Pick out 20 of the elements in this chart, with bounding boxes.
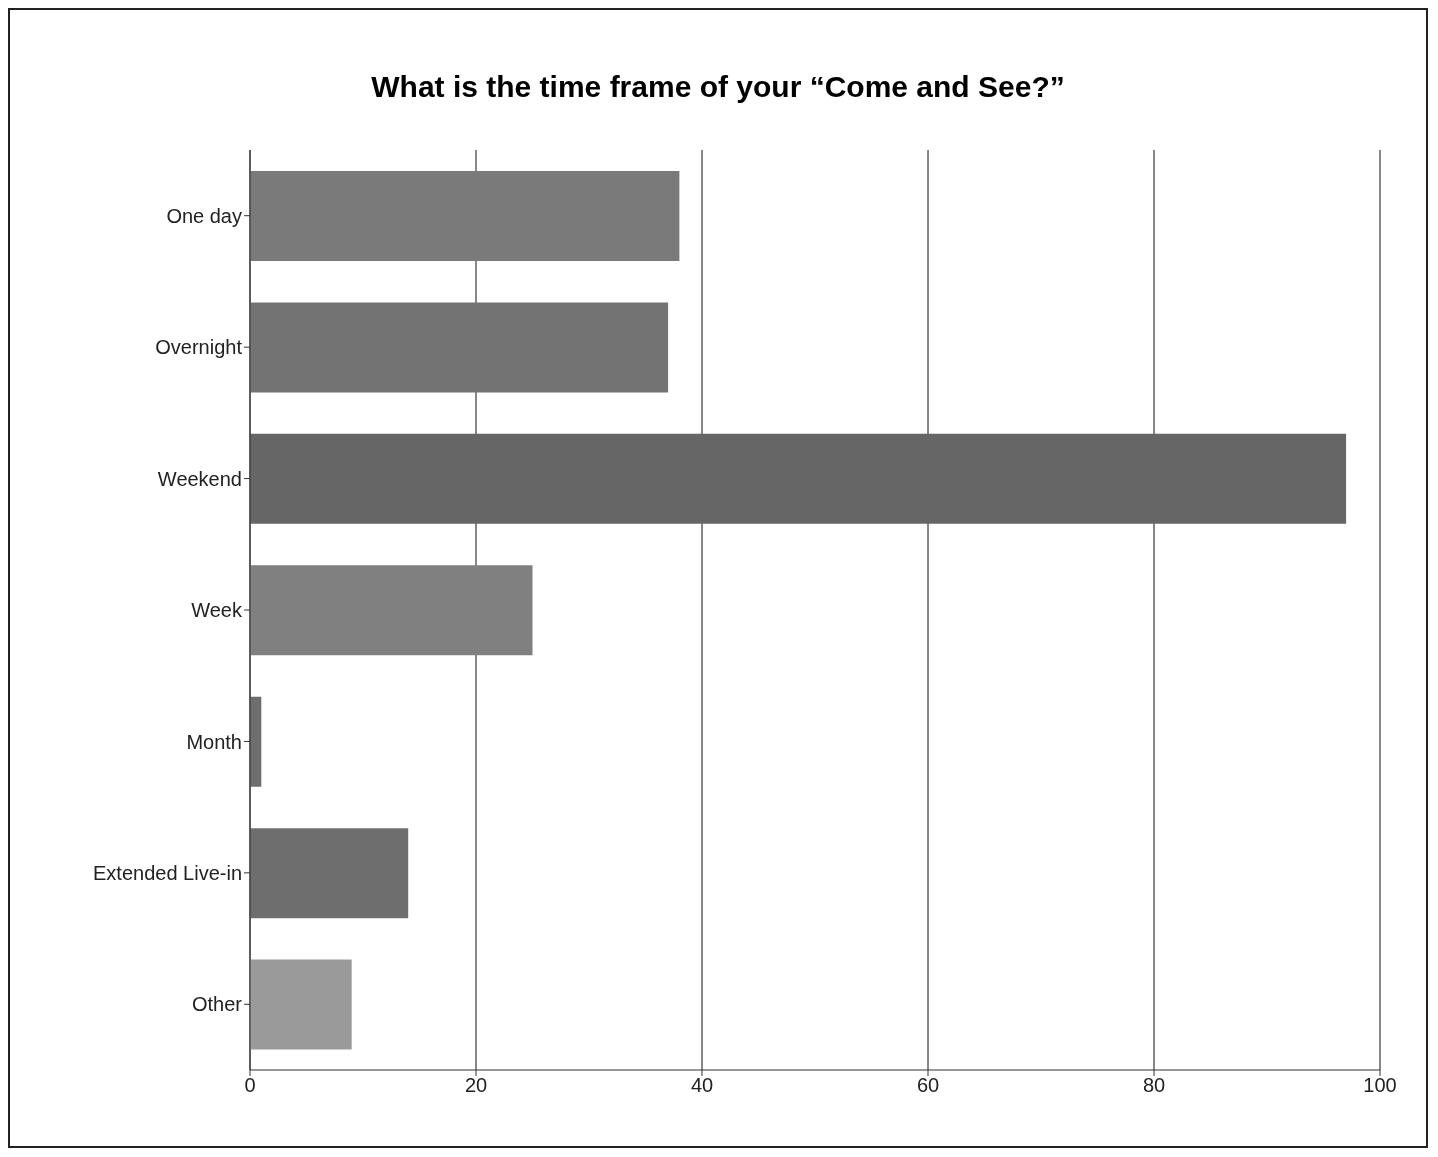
y-tick-label: Extended Live-in: [93, 861, 242, 884]
y-tick-label: Week: [191, 599, 243, 622]
x-tick-label: 20: [464, 1074, 488, 1097]
x-tick-label: 60: [916, 1074, 940, 1097]
bar: [250, 302, 669, 393]
bar: [250, 433, 1347, 524]
bar: [250, 171, 680, 261]
x-tick-label: 100: [1363, 1074, 1397, 1097]
bar: [250, 959, 352, 1050]
y-tick-label: Weekend: [157, 467, 242, 490]
y-tick-label: Other: [191, 993, 243, 1016]
y-tick-label: Month: [186, 730, 242, 753]
bar: [250, 828, 409, 919]
x-tick-label: 40: [690, 1074, 714, 1097]
y-tick-label: One day: [166, 204, 242, 227]
chart-title: What is the time frame of your “Come and See?”: [370, 69, 1066, 105]
x-tick-label: 0: [244, 1074, 256, 1097]
x-tick-label: 80: [1142, 1074, 1166, 1097]
bar: [250, 565, 533, 656]
y-tick-label: Overnight: [155, 336, 243, 359]
